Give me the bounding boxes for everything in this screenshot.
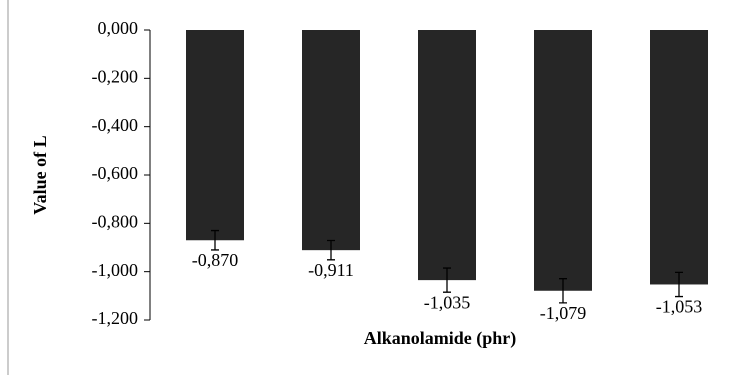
- y-tick-label: 0,000: [98, 18, 139, 38]
- y-axis-title: Value of L: [30, 135, 50, 214]
- bar: [302, 30, 360, 251]
- error-bar: [559, 278, 567, 304]
- value-label: -0,911: [308, 260, 354, 280]
- value-label: -0,870: [192, 250, 239, 270]
- error-bar: [443, 267, 451, 293]
- error-bar: [327, 239, 335, 261]
- error-bar: [211, 229, 219, 251]
- y-tick-label: -0,600: [92, 163, 139, 183]
- y-tick-label: -0,400: [92, 115, 139, 135]
- x-axis-title: Alkanolamide (phr): [364, 328, 517, 349]
- error-bar: [675, 271, 683, 298]
- value-label: -1,035: [424, 292, 471, 312]
- bar: [186, 30, 244, 241]
- y-tick-label: -1,000: [92, 260, 139, 280]
- value-label: -1,053: [656, 297, 703, 317]
- bar: [418, 30, 476, 281]
- y-tick-label: -0,200: [92, 66, 139, 86]
- value-label: -1,079: [540, 303, 587, 323]
- y-tick-label: -0,800: [92, 211, 139, 231]
- bar: [534, 30, 592, 291]
- y-tick-label: -1,200: [92, 308, 139, 328]
- bar: [650, 30, 708, 285]
